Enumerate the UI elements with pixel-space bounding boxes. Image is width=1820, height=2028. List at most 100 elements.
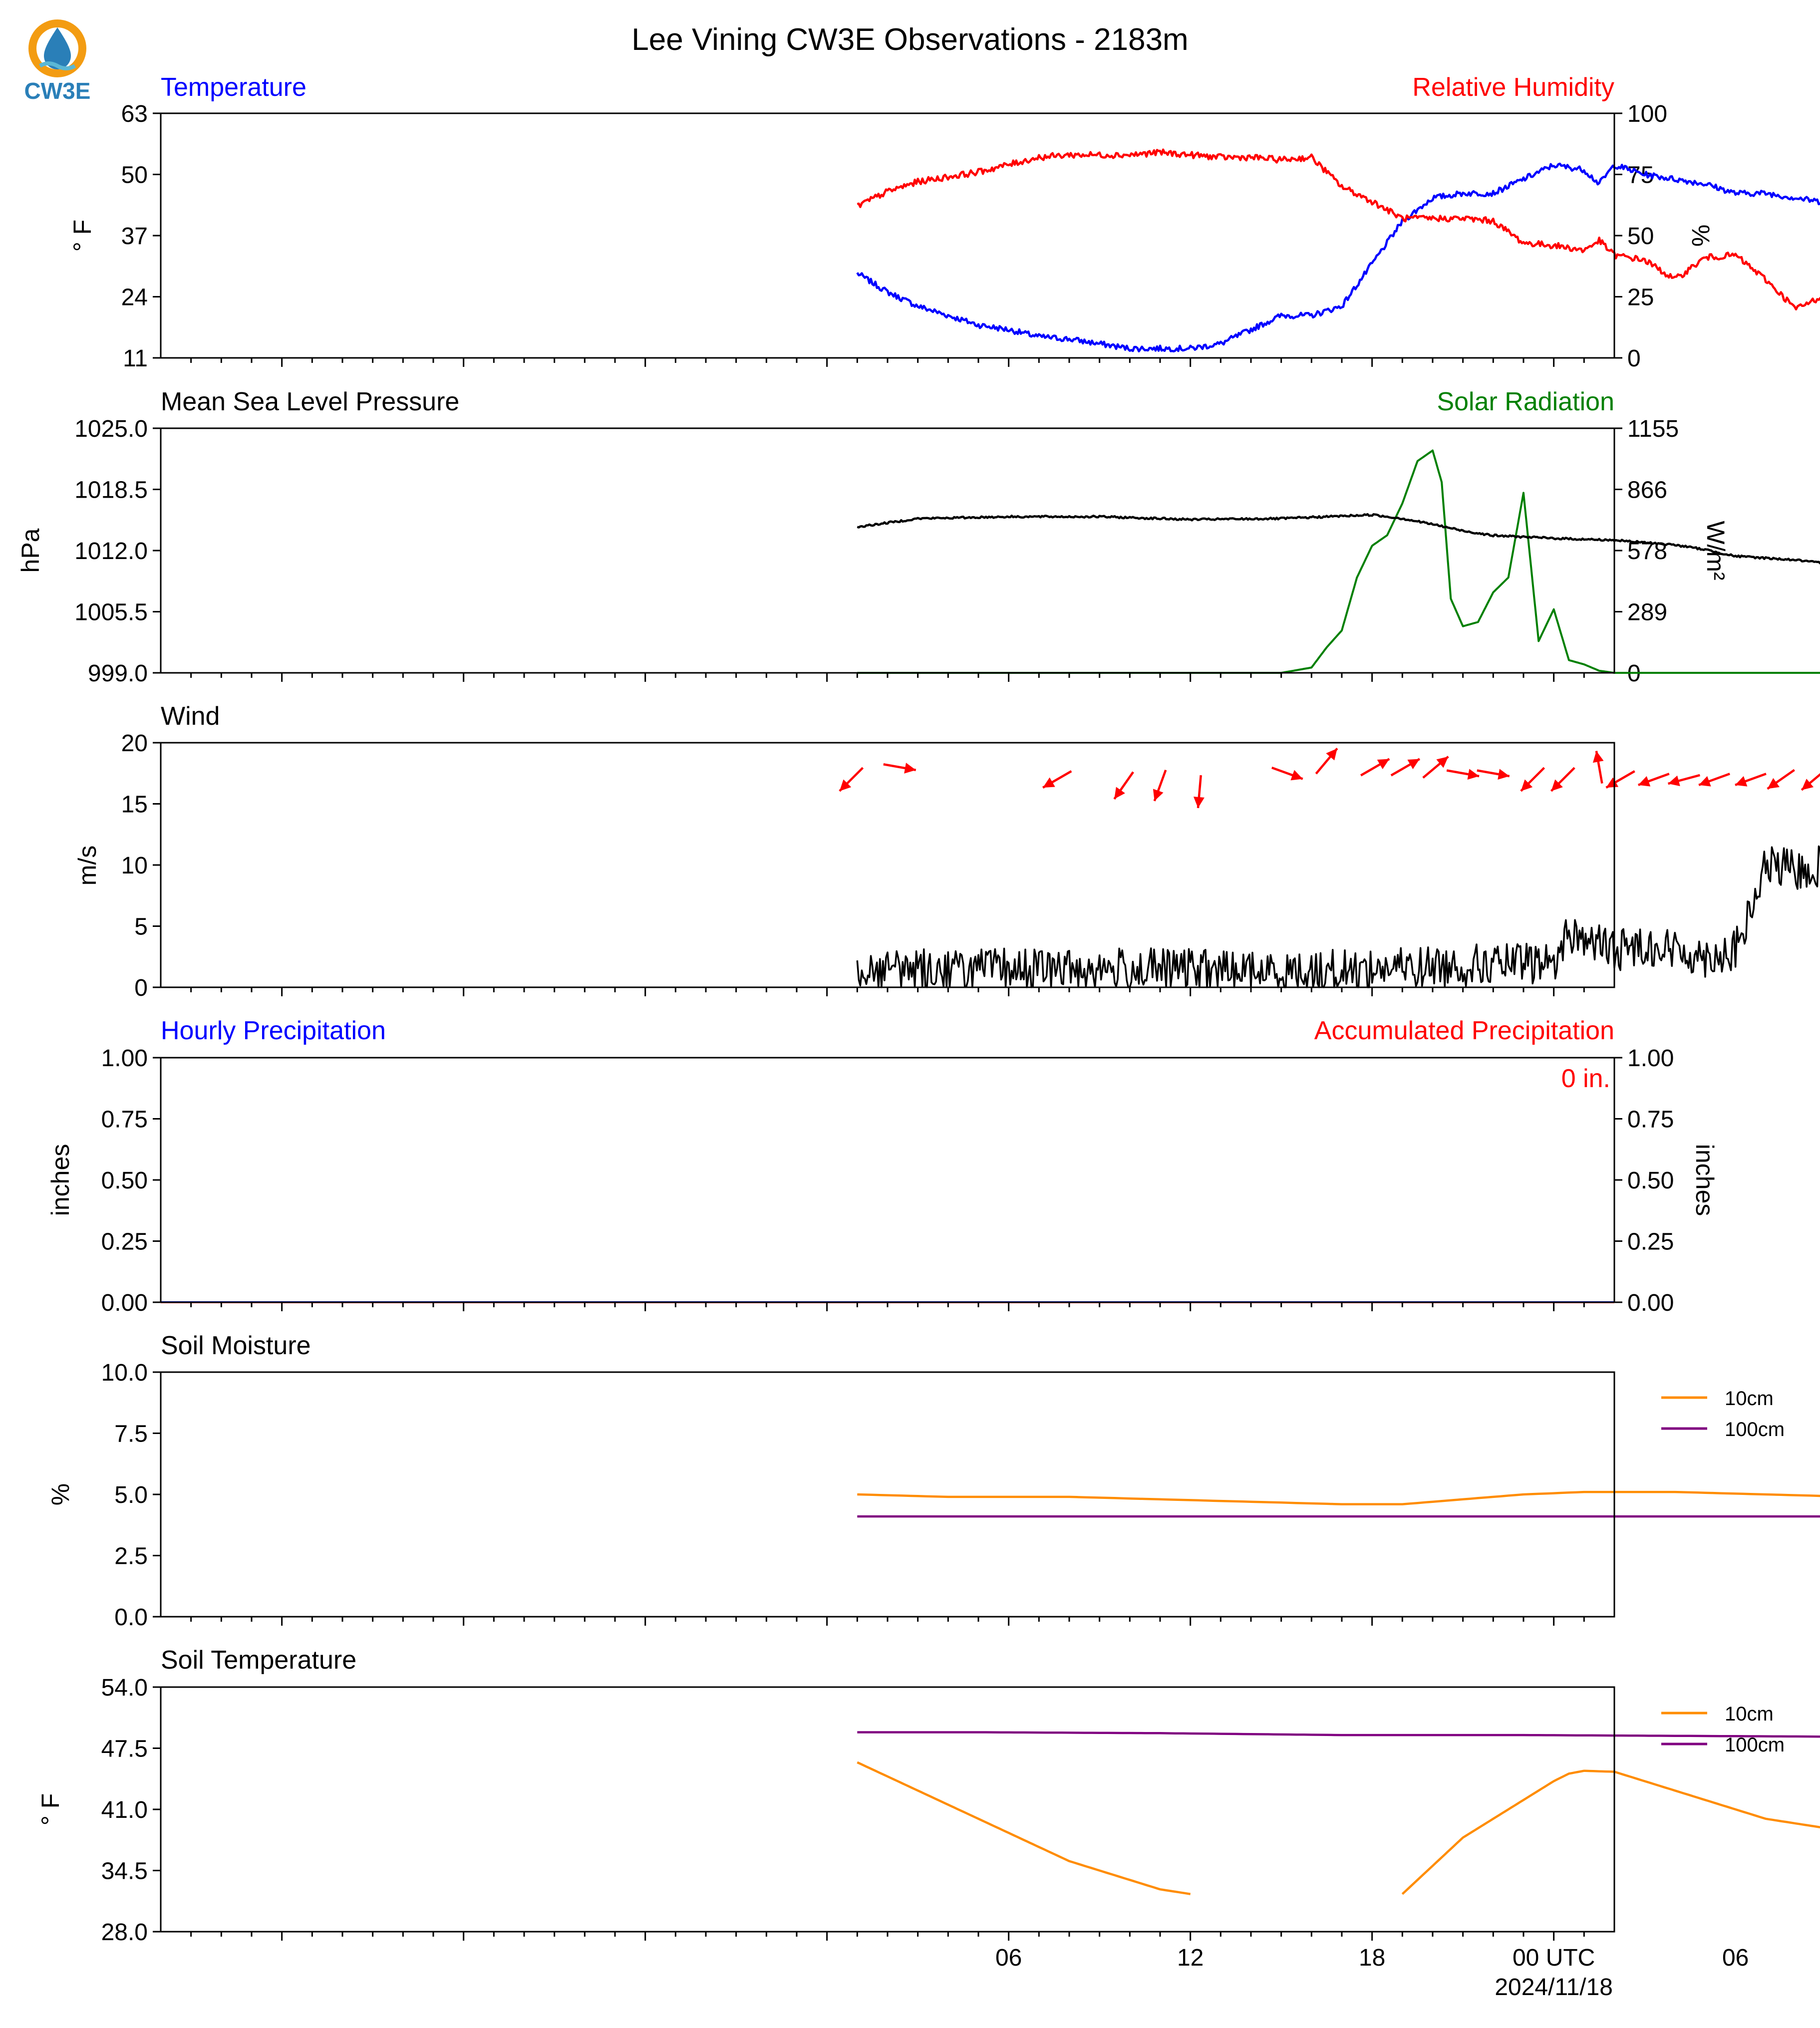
wind-direction-arrow [1735,773,1767,787]
legend-label: 10cm [1725,1388,1774,1410]
solar-title: Solar Radiation [1437,387,1614,416]
y-tick-label: 37 [121,223,148,250]
wind-direction-arrow [1113,771,1134,800]
panel-wind: Wind 0 5 10 15 20 m/s [73,702,1820,1001]
y-tick-label: 0.75 [101,1107,148,1133]
panel-soil-moisture: Soil Moisture 0.0 2.5 5.0 7.5 10.0 % 10cm 10… [46,1331,1820,1631]
soil-temp-10cm-line [1401,1769,1820,1895]
y-tick-label: 289 [1627,599,1667,626]
y-tick-label: 24 [121,285,148,311]
y-tick-label: 1005.5 [74,599,148,626]
legend-label: 100cm [1725,1734,1785,1756]
wind-direction-arrow [1477,769,1510,780]
x-tick-label: 18 [1359,1945,1385,1971]
wind-direction-arrow [883,763,916,774]
legend-label: 100cm [1725,1419,1785,1441]
soil-temp-10cm-line [857,1761,1191,1895]
wind-speed-line [856,845,1820,988]
wind-direction-arrow [1042,770,1072,789]
x-tick-label: 12 [1177,1945,1204,1971]
wind-direction-arrow [1767,769,1795,790]
soil-moisture-unit: % [46,1483,74,1505]
y-tick-label: 11 [123,345,148,372]
wind-direction-arrow [1193,775,1205,809]
soil-moisture-title: Soil Moisture [161,1331,311,1360]
soil-temp-100cm-line [857,1731,1820,1738]
rh-title: Relative Humidity [1412,73,1614,102]
legend: 10cm 100cm [1661,1703,1785,1756]
wind-direction-arrow [1638,773,1670,787]
y-tick-label: 0.50 [1627,1167,1674,1194]
wind-direction-arrow [1390,758,1421,777]
pressure-title: Mean Sea Level Pressure [161,387,459,416]
cw3e-logo: CW3E [24,19,91,104]
precip-right-unit: inches [1691,1144,1719,1216]
y-tick-label: 10.0 [101,1360,148,1386]
wind-direction-arrow [839,767,864,792]
y-tick-label: 1.00 [101,1045,148,1072]
wind-direction-arrow [1605,770,1635,789]
y-tick-label: 20 [121,730,148,757]
pressure-line [857,513,1820,565]
y-tick-label: 47.5 [101,1736,148,1762]
y-tick-label: 0.00 [101,1290,148,1316]
wind-direction-arrow [1698,773,1730,787]
soil-temp-unit: ° F [36,1793,64,1825]
y-tick-label: 25 [1627,285,1654,311]
panel-pressure-solar: Mean Sea Level Pressure Solar Radiation … [16,387,1820,687]
y-tick-label: 1025.0 [74,416,148,442]
x-tick-label: 06 [1722,1945,1749,1971]
wind-direction-arrow [1801,773,1820,791]
y-tick-label: 0.0 [114,1604,148,1631]
y-tick-label: 100 [1627,101,1667,127]
y-tick-label: 1155 [1627,416,1679,442]
y-tick-label: 0 [1627,345,1641,372]
y-tick-label: 34.5 [101,1858,148,1885]
legend-label: 10cm [1725,1703,1774,1725]
wind-direction-arrow [1153,769,1167,802]
y-tick-label: 866 [1627,477,1667,504]
pressure-unit: hPa [16,528,44,573]
y-tick-label: 41.0 [101,1797,148,1823]
y-tick-label: 54.0 [101,1675,148,1701]
y-tick-label: 0.50 [101,1167,148,1194]
wind-direction-arrow [1315,748,1338,775]
wind-direction-arrow [1360,758,1390,777]
wind-unit: m/s [73,846,101,886]
y-tick-label: 1.00 [1627,1045,1674,1072]
wind-direction-arrow [1520,767,1545,792]
panel-temperature-rh: Temperature Relative Humidity 11 24 37 50 63… [68,73,1820,372]
y-tick-label: 0.25 [1627,1229,1674,1255]
y-tick-label: 0 [134,975,148,1001]
solar-unit: W/m² [1702,521,1730,580]
y-tick-label: 28.0 [101,1919,148,1946]
y-tick-label: 0.00 [1627,1290,1674,1316]
x-tick-label: 06 [995,1945,1022,1971]
relative-humidity-line [857,148,1820,310]
x-tick-date-label: 2024/11/18 [1495,1974,1613,2001]
panel-precipitation: Hourly Precipitation Accumulated Precipi… [46,1016,1719,1316]
y-tick-label: 63 [121,101,148,127]
precip-left-unit: inches [46,1144,74,1216]
y-tick-label: 999.0 [88,660,148,687]
y-tick-label: 50 [1627,223,1654,250]
y-tick-label: 15 [121,792,148,818]
x-tick-label: 00 UTC [1513,1945,1595,1971]
accum-total-label: 0 in. [1561,1064,1610,1093]
y-tick-label: 0.75 [1627,1107,1674,1133]
wind-direction-arrow [1592,751,1604,784]
hourly-precip-title: Hourly Precipitation [161,1016,386,1045]
soil-moisture-10cm-line [857,1490,1820,1505]
legend: 10cm 100cm [1661,1388,1785,1441]
y-tick-label: 50 [121,162,148,189]
y-tick-label: 10 [121,853,148,879]
wind-direction-arrow [1446,769,1480,780]
y-tick-label: 7.5 [114,1421,148,1448]
temperature-unit: ° F [68,220,96,252]
temperature-title: Temperature [161,73,306,102]
temperature-line [856,162,1820,353]
y-tick-label: 2.5 [114,1543,148,1570]
soil-temp-title: Soil Temperature [161,1646,356,1675]
logo-text: CW3E [24,78,91,104]
